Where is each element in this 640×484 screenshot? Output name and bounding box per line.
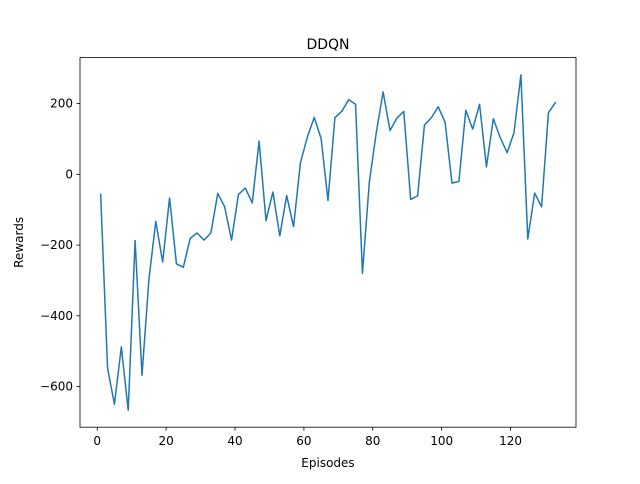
plot-area <box>99 74 557 411</box>
x-tick-label: 60 <box>296 434 311 448</box>
y-tick-label: 0 <box>65 167 73 181</box>
y-axis-label: Rewards <box>12 217 26 268</box>
x-tick-label: 80 <box>365 434 380 448</box>
y-tick-label: −400 <box>40 309 73 323</box>
chart-title: DDQN <box>306 37 349 53</box>
axes-frame <box>79 57 577 428</box>
x-tick-label: 20 <box>158 434 173 448</box>
y-tick-label: −200 <box>40 238 73 252</box>
x-tick-label: 120 <box>499 434 522 448</box>
y-tick-label: −600 <box>40 380 73 394</box>
x-axis-label: Episodes <box>301 456 354 470</box>
x-tick-label: 0 <box>93 434 101 448</box>
y-tick-label: 200 <box>50 97 73 111</box>
series-line <box>99 74 557 411</box>
x-tick-label: 40 <box>227 434 242 448</box>
x-tick-label: 100 <box>430 434 453 448</box>
